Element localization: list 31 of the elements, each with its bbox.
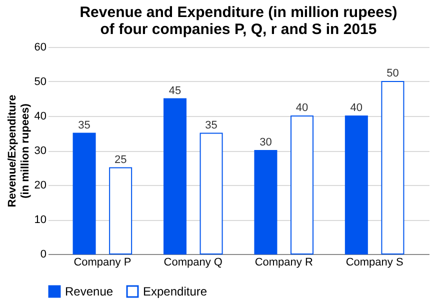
y-tick-label: 40 [34,110,46,122]
bar [381,81,404,254]
data-label: 40 [296,102,308,114]
y-tick-label: 60 [34,42,46,54]
y-tick-label: 20 [34,180,46,192]
legend-label: Expenditure [143,284,208,299]
data-label: 35 [205,119,218,132]
chart-title: Revenue and Expenditure (in million rupees) of four companies P, Q, r and S in 2015 [80,4,398,38]
x-tick-label: Company S [346,256,404,268]
y-tick-label: 10 [34,214,46,226]
data-label: 40 [350,102,363,114]
bar [254,150,278,254]
bar [164,98,186,254]
bar [109,167,132,254]
legend-label: Revenue [65,284,114,299]
bar [72,132,96,254]
bar [200,132,223,254]
bar [344,116,368,254]
data-label: 45 [168,84,182,97]
data-label: 25 [114,154,127,166]
data-label: 50 [386,68,399,80]
y-tick-label: 0 [40,248,46,260]
data-label: 35 [78,119,90,132]
y-axis-title: Revenue/Expenditure (in million rupees) [6,94,32,208]
y-tick-label: 30 [34,145,46,157]
bar [290,116,314,254]
x-tick-label: Company R [254,256,313,268]
x-tick-label: Company Q [164,256,223,268]
y-tick-label: 50 [34,76,46,88]
x-tick-label: Company P [74,256,132,268]
data-label: 30 [260,136,272,148]
